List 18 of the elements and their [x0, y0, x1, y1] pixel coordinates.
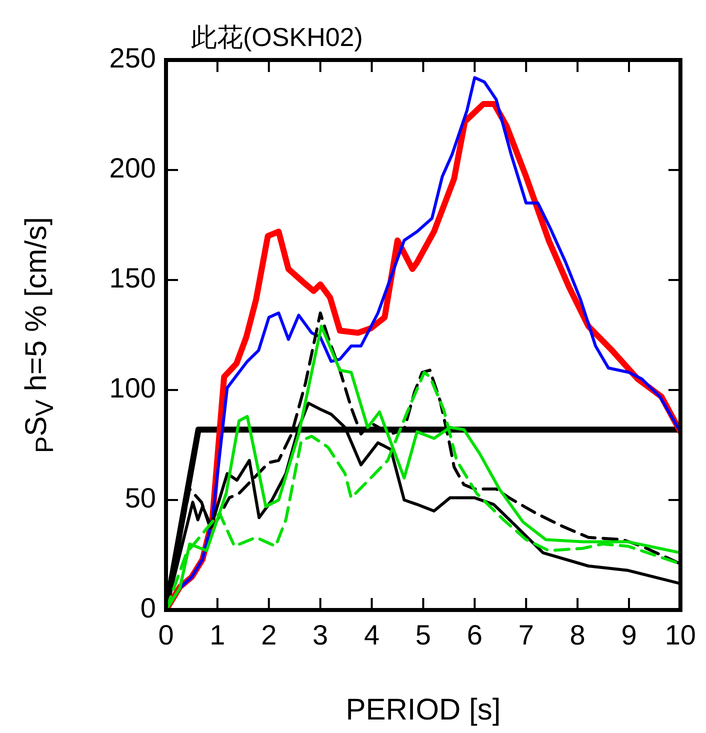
y-tick-label: 50 — [124, 482, 156, 514]
x-tick-label: 3 — [312, 620, 328, 651]
y-tick-label: 200 — [109, 152, 156, 184]
x-tick-label: 2 — [261, 620, 277, 651]
x-tick-label: 5 — [415, 620, 432, 651]
y-tick-label: 0 — [140, 592, 156, 624]
x-tick-label: 8 — [570, 620, 586, 651]
x-tick-label: 9 — [621, 620, 637, 651]
y-tick-label: 100 — [109, 372, 156, 404]
x-tick-label: 6 — [466, 620, 482, 651]
x-tick-label: 7 — [518, 620, 534, 651]
x-tick-label: 10 — [664, 620, 696, 651]
x-tick-label: 4 — [364, 620, 380, 651]
x-tick-label: 1 — [210, 620, 226, 651]
chart-title: 此花(OSKH02) — [191, 22, 363, 52]
y-tick-label: 250 — [109, 42, 156, 74]
x-axis-title: PERIOD [s] — [346, 693, 501, 726]
y-tick-label: 150 — [109, 262, 156, 294]
